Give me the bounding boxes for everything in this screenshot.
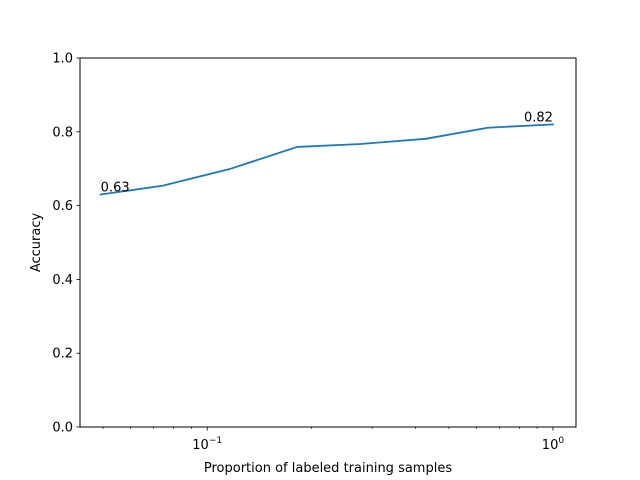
y-tick-label: 0.8 [52,125,73,140]
x-tick-label: 100 [542,436,565,453]
plot-area: 0.63 0.82 [99,110,554,196]
data-annotation: 0.82 [524,110,553,125]
x-tick-label-exponent: −1 [209,436,222,446]
axes-frame [79,57,577,428]
y-tick-label: 1.0 [52,52,73,67]
x-tick-label-base: 10 [542,438,559,453]
y-tick-label: 0.6 [52,199,73,214]
y-tick-label: 0.0 [52,421,73,436]
x-axis-label: Proportion of labeled training samples [204,461,452,476]
x-tick-label-exponent: 0 [558,436,564,446]
y-tick-label: 0.4 [52,273,73,288]
x-tick-label-base: 10 [192,438,209,453]
y-axis-label: Accuracy [29,213,44,273]
data-annotation: 0.63 [101,181,130,196]
axes: 0.00.20.40.60.81.010−1 100 [52,52,564,454]
series-line [99,123,554,196]
x-tick-label: 10−1 [192,436,222,453]
y-tick-label: 0.2 [52,347,73,362]
